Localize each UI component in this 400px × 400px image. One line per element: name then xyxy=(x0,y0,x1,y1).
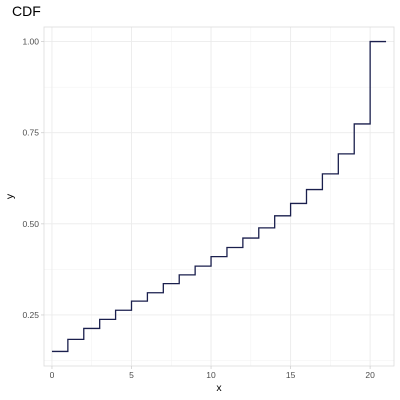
x-tick-label: 15 xyxy=(286,370,296,380)
cdf-step-line xyxy=(51,40,387,353)
chart-title: CDF xyxy=(12,3,41,19)
grid xyxy=(44,27,394,366)
x-tick-label: 0 xyxy=(50,370,55,380)
y-tick-label: 0.50 xyxy=(22,219,39,229)
y-tick-label: 0.25 xyxy=(22,310,39,320)
y-axis-label: y xyxy=(4,193,16,199)
x-tick-label: 20 xyxy=(365,370,375,380)
x-axis-label: x xyxy=(216,382,222,394)
x-tick-label: 10 xyxy=(206,370,216,380)
axis-ticks xyxy=(41,41,371,369)
y-tick-label: 1.00 xyxy=(22,37,39,47)
y-tick-label: 0.75 xyxy=(22,128,39,138)
x-tick-label: 5 xyxy=(129,370,134,380)
x-tick-labels: 0 5 10 15 20 xyxy=(50,370,376,380)
y-tick-labels: 0.25 0.50 0.75 1.00 xyxy=(22,37,39,320)
plot-panel xyxy=(43,26,395,367)
